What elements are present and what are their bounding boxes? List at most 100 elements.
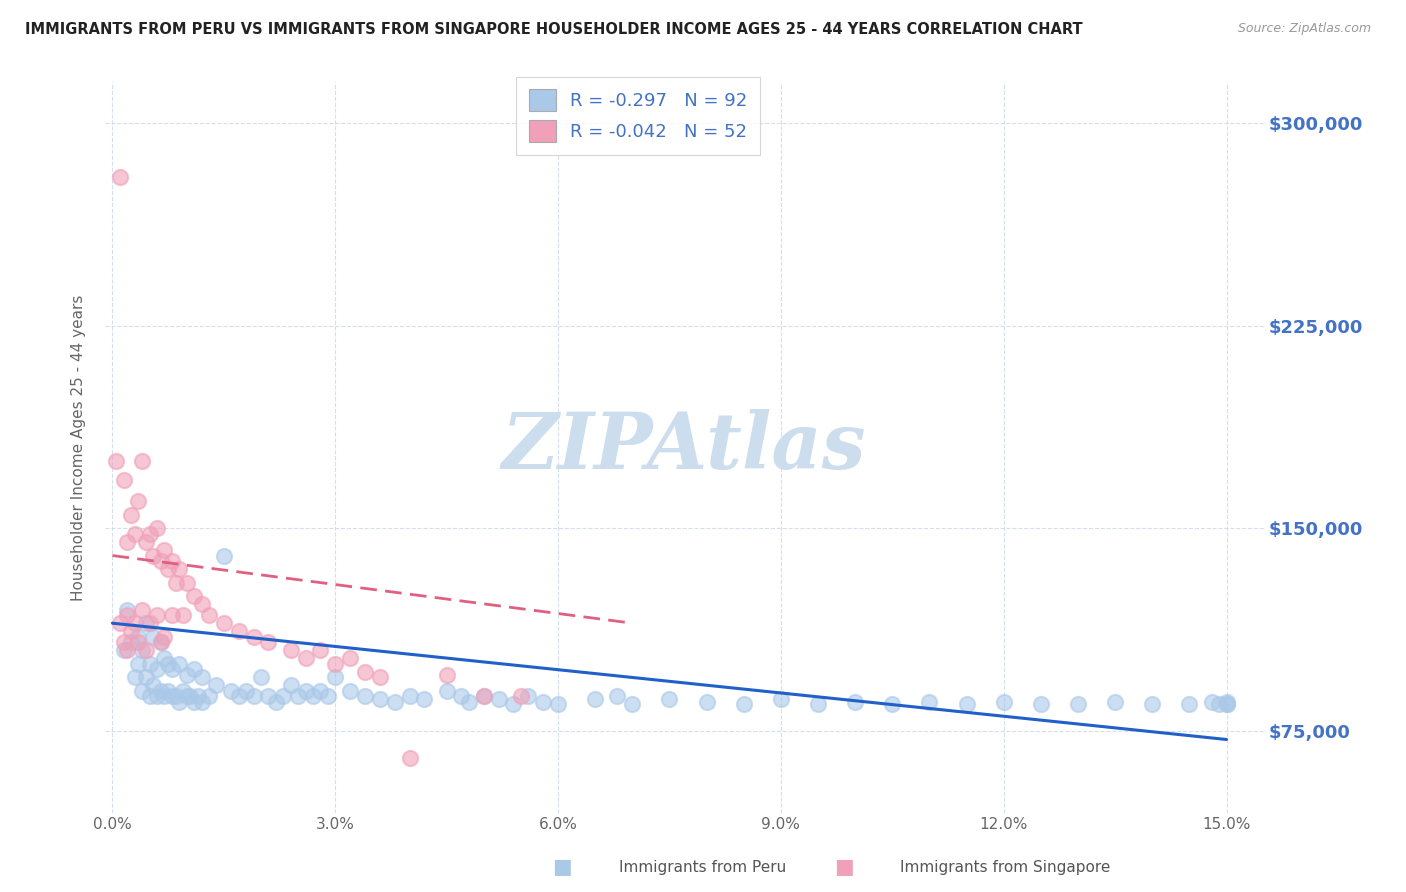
Point xyxy=(172,683,194,698)
Point xyxy=(1215,698,1237,712)
Point xyxy=(157,683,180,698)
Point xyxy=(696,695,718,709)
Point xyxy=(149,635,172,649)
Point xyxy=(120,624,142,639)
Point xyxy=(235,683,257,698)
Point xyxy=(769,692,792,706)
Point xyxy=(309,683,332,698)
Point xyxy=(167,562,190,576)
Point xyxy=(413,692,436,706)
Point xyxy=(146,521,169,535)
Point xyxy=(1215,695,1237,709)
Point xyxy=(368,692,391,706)
Point xyxy=(146,662,169,676)
Point xyxy=(733,698,755,712)
Point xyxy=(131,643,153,657)
Point xyxy=(138,616,160,631)
Point xyxy=(149,683,172,698)
Point xyxy=(287,690,309,704)
Point xyxy=(955,698,977,712)
Point xyxy=(127,657,149,671)
Point xyxy=(108,616,131,631)
Point xyxy=(153,651,176,665)
Text: ■: ■ xyxy=(553,857,572,877)
Point xyxy=(242,630,264,644)
Point xyxy=(280,643,302,657)
Point xyxy=(502,698,524,712)
Point xyxy=(1215,698,1237,712)
Y-axis label: Householder Income Ages 25 - 44 years: Householder Income Ages 25 - 44 years xyxy=(72,294,86,600)
Point xyxy=(190,670,212,684)
Point xyxy=(160,608,183,623)
Point xyxy=(120,635,142,649)
Point xyxy=(112,643,135,657)
Point xyxy=(354,690,377,704)
Point xyxy=(488,692,510,706)
Point xyxy=(450,690,472,704)
Point xyxy=(135,643,157,657)
Point xyxy=(509,690,531,704)
Text: ■: ■ xyxy=(834,857,853,877)
Text: IMMIGRANTS FROM PERU VS IMMIGRANTS FROM SINGAPORE HOUSEHOLDER INCOME AGES 25 - 4: IMMIGRANTS FROM PERU VS IMMIGRANTS FROM … xyxy=(25,22,1083,37)
Text: Immigrants from Singapore: Immigrants from Singapore xyxy=(900,860,1111,874)
Point xyxy=(257,690,280,704)
Point xyxy=(108,169,131,184)
Point xyxy=(993,695,1015,709)
Legend: R = -0.297   N = 92, R = -0.042   N = 52: R = -0.297 N = 92, R = -0.042 N = 52 xyxy=(516,77,761,155)
Point xyxy=(146,690,169,704)
Point xyxy=(606,690,628,704)
Point xyxy=(138,527,160,541)
Point xyxy=(1201,695,1223,709)
Point xyxy=(658,692,681,706)
Point xyxy=(167,657,190,671)
Point xyxy=(190,597,212,611)
Point xyxy=(1178,698,1201,712)
Point xyxy=(1208,698,1230,712)
Point xyxy=(167,695,190,709)
Point xyxy=(436,683,458,698)
Point xyxy=(583,692,606,706)
Point xyxy=(127,630,149,644)
Point xyxy=(138,690,160,704)
Point xyxy=(198,690,221,704)
Point xyxy=(153,543,176,558)
Point xyxy=(190,695,212,709)
Point xyxy=(142,549,165,563)
Point xyxy=(124,616,146,631)
Text: Immigrants from Peru: Immigrants from Peru xyxy=(619,860,786,874)
Point xyxy=(127,635,149,649)
Point xyxy=(458,695,481,709)
Point xyxy=(250,670,273,684)
Point xyxy=(316,690,339,704)
Point xyxy=(844,695,866,709)
Point xyxy=(157,562,180,576)
Point xyxy=(294,683,316,698)
Point xyxy=(228,624,250,639)
Point xyxy=(323,670,346,684)
Point xyxy=(165,690,187,704)
Point xyxy=(294,651,316,665)
Point xyxy=(117,643,139,657)
Point xyxy=(176,575,198,590)
Point xyxy=(160,662,183,676)
Text: ZIPAtlas: ZIPAtlas xyxy=(502,409,866,485)
Point xyxy=(153,630,176,644)
Point xyxy=(398,751,420,765)
Point xyxy=(146,608,169,623)
Point xyxy=(302,690,325,704)
Point xyxy=(228,690,250,704)
Point xyxy=(242,690,264,704)
Point xyxy=(124,670,146,684)
Point xyxy=(157,657,180,671)
Point xyxy=(205,678,228,692)
Point xyxy=(436,667,458,681)
Point xyxy=(105,454,128,468)
Point xyxy=(160,690,183,704)
Point xyxy=(179,690,201,704)
Point xyxy=(339,683,361,698)
Point xyxy=(135,670,157,684)
Point xyxy=(531,695,554,709)
Point xyxy=(176,667,198,681)
Point xyxy=(142,678,165,692)
Point xyxy=(183,662,205,676)
